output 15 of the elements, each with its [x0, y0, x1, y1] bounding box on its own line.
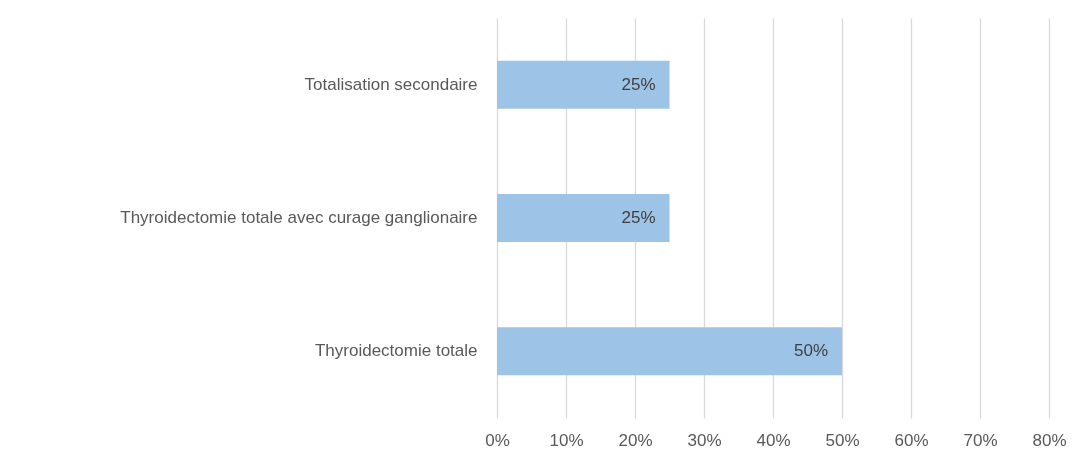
x-tick-label: 20% — [618, 430, 653, 450]
data-label: 25% — [621, 208, 656, 227]
y-tick-label: Totalisation secondaire — [304, 74, 478, 94]
y-tick-label: Thyroidectomie totale — [314, 341, 478, 361]
x-tick-label: 50% — [825, 430, 860, 450]
data-label: 50% — [793, 341, 828, 361]
x-tick-label: 30% — [687, 430, 722, 450]
data-label: 25% — [621, 74, 656, 94]
x-tick-label: 0% — [485, 430, 510, 450]
y-tick-label: Thyroidectomie totale avec curage ganglionaire — [120, 208, 478, 227]
x-tick-label: 80% — [1032, 430, 1067, 450]
x-tick-label: 60% — [894, 430, 929, 450]
x-tick-label: 40% — [756, 430, 791, 450]
x-tick-label: 10% — [549, 430, 584, 450]
x-tick-label: 70% — [963, 430, 998, 450]
